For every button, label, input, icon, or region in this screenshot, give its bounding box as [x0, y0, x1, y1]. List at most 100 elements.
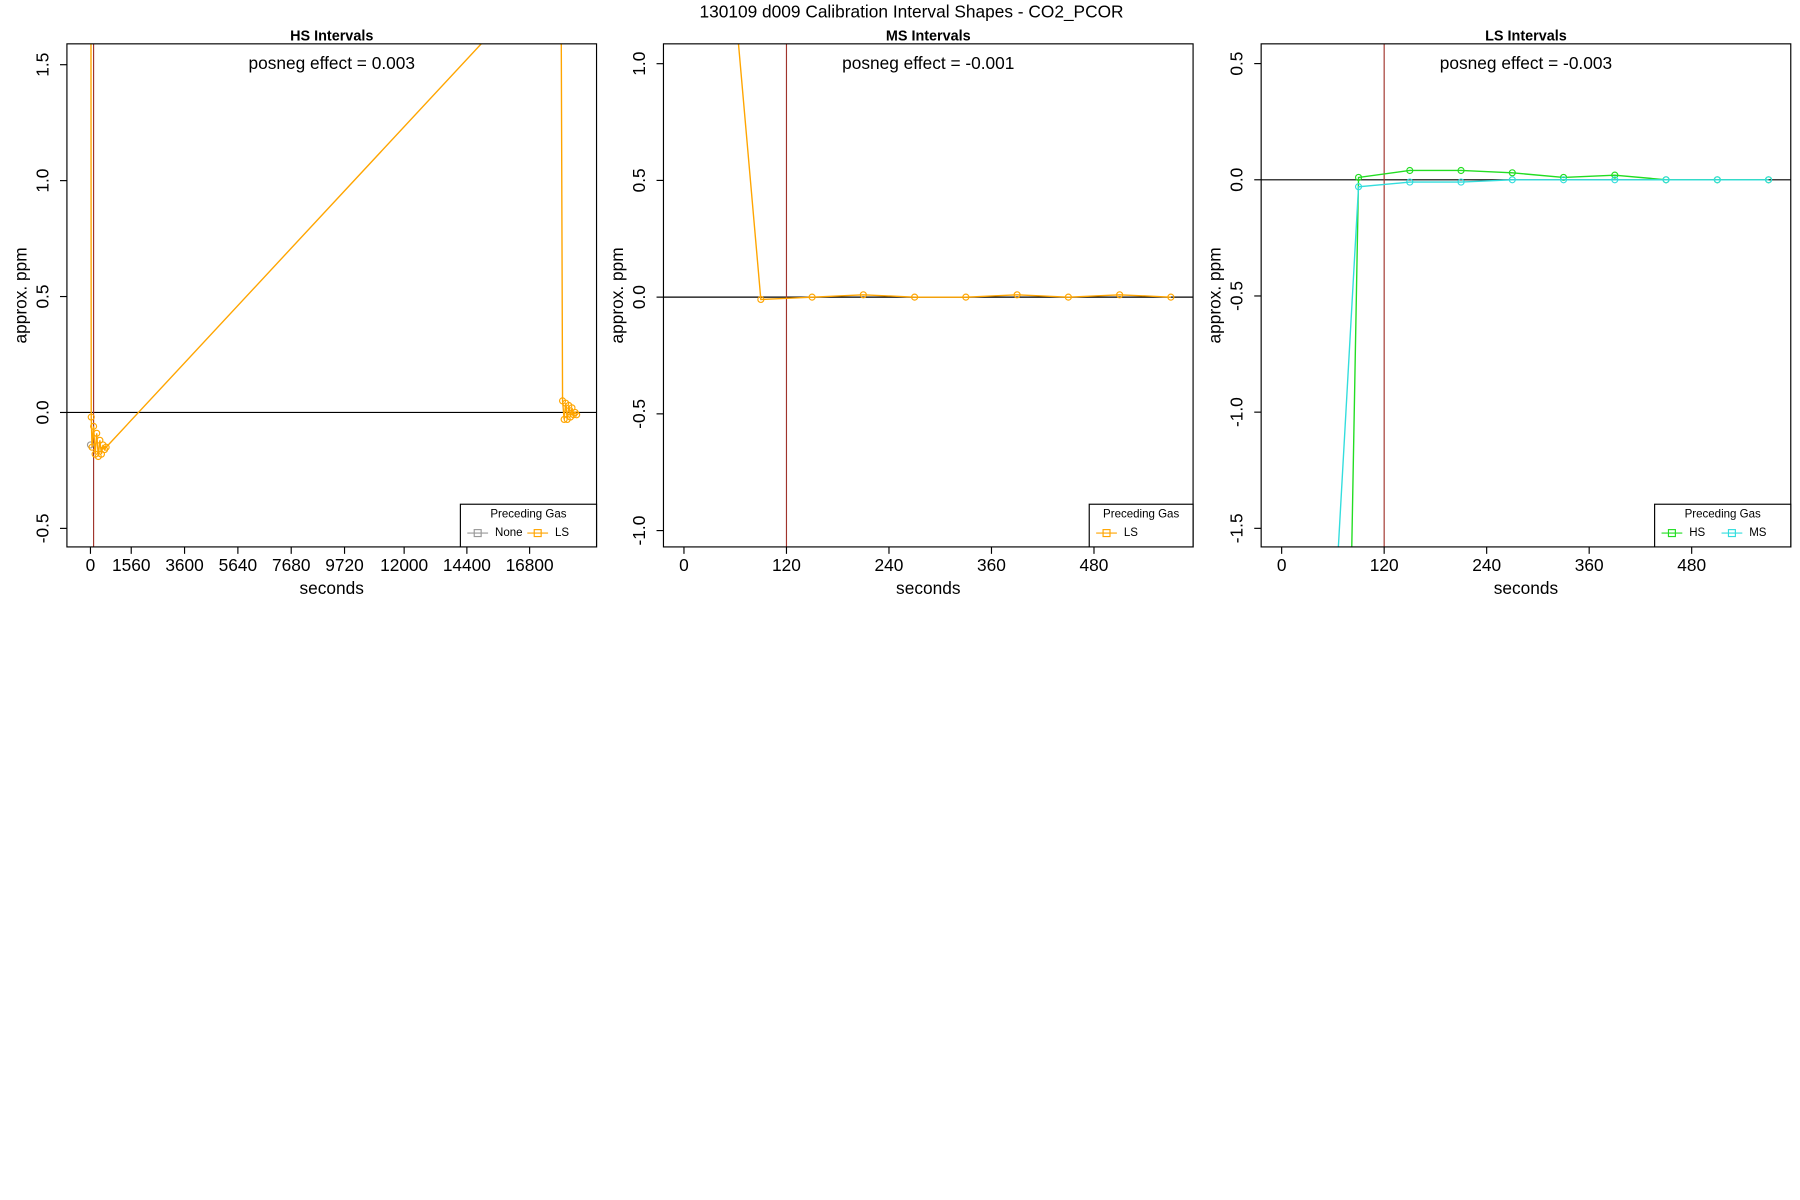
- y-axis-label: approx. ppm: [607, 247, 627, 343]
- y-tick-label: 1.0: [32, 169, 52, 193]
- data-point: [1013, 291, 1021, 299]
- legend-title: Preceding Gas: [1685, 509, 1761, 521]
- data-point: [573, 411, 581, 419]
- data-point: [859, 291, 867, 299]
- y-tick-label: 0.5: [32, 285, 52, 309]
- y-tick-label: 0.0: [32, 400, 52, 424]
- y-tick-label: -0.5: [629, 399, 649, 429]
- x-tick-label: 0: [679, 555, 689, 575]
- x-tick-label: 480: [1080, 555, 1109, 575]
- panel-title: LS Intervals: [1485, 29, 1567, 45]
- y-tick-label: 0.0: [1227, 168, 1247, 192]
- y-tick-label: 0.5: [629, 168, 649, 192]
- x-tick-label: 7680: [272, 555, 310, 575]
- data-point: [1611, 176, 1619, 184]
- y-tick-label: -0.5: [1227, 281, 1247, 311]
- legend-label: MS: [1749, 527, 1767, 539]
- x-tick-label: 12000: [380, 555, 428, 575]
- data-point: [1330, 642, 1336, 648]
- legend-box: [1088, 503, 1194, 548]
- panel: HS Intervals posneg effect = 0.003 seconds…: [10, 29, 598, 598]
- legend-marker: [533, 529, 542, 538]
- data-point: [1354, 183, 1363, 191]
- x-axis-label: seconds: [300, 578, 365, 598]
- data-point: [1064, 293, 1072, 301]
- y-tick-label: 1.5: [32, 53, 52, 77]
- legend-label: LS: [555, 527, 569, 539]
- data-point: [1508, 176, 1516, 184]
- legend-label: HS: [1689, 527, 1705, 539]
- data-point: [1508, 169, 1516, 177]
- legend-box: [1654, 503, 1792, 548]
- x-tick-label: 360: [977, 555, 1006, 575]
- data-point: [1713, 176, 1721, 184]
- x-tick-label: 9720: [325, 555, 363, 575]
- plot-area: [1261, 43, 1791, 648]
- plot-area: [66, 43, 597, 547]
- series-line: [1337, 179, 1769, 547]
- legend: Preceding Gas LS: [1088, 503, 1194, 548]
- data-point: [1559, 176, 1568, 184]
- plot-frame: [662, 43, 1194, 548]
- data-point: [102, 443, 110, 451]
- legend-box: [459, 503, 598, 548]
- x-tick-label: 1560: [112, 555, 150, 575]
- legend-label: None: [495, 527, 523, 539]
- data-point: [1167, 293, 1175, 301]
- x-tick-label: 14400: [443, 555, 491, 575]
- data-point: [88, 443, 96, 451]
- x-tick-label: 5640: [219, 555, 257, 575]
- legend-title: Preceding Gas: [490, 509, 566, 521]
- panel: MS Intervals posneg effect = -0.001 second…: [607, 29, 1194, 598]
- y-tick-label: 1.0: [629, 52, 649, 76]
- y-tick-label: 0.0: [629, 285, 649, 309]
- y-tick-label: -1.0: [1227, 397, 1247, 427]
- panel-title: HS Intervals: [290, 29, 373, 45]
- annotation: posneg effect = 0.003: [248, 53, 415, 73]
- plot-area: [663, 43, 1194, 547]
- legend-marker: [473, 529, 482, 538]
- data-point: [90, 422, 98, 430]
- data-point: [757, 295, 765, 304]
- x-axis-label: seconds: [896, 578, 961, 598]
- figure-title: 130109 d009 Calibration Interval Shapes …: [700, 1, 1124, 21]
- legend: Preceding Gas None LS: [459, 503, 598, 548]
- data-point: [962, 293, 970, 301]
- data-point: [1457, 178, 1465, 186]
- data-point: [1457, 166, 1465, 175]
- y-tick-label: 0.5: [1227, 52, 1247, 76]
- x-tick-label: 360: [1575, 555, 1604, 575]
- plot-frame: [66, 43, 598, 548]
- data-point: [1406, 166, 1414, 175]
- legend-marker: [1102, 529, 1111, 538]
- panel: LS Intervals posneg effect = -0.003 second…: [1205, 29, 1792, 648]
- data-point: [87, 413, 95, 421]
- x-tick-label: 120: [772, 555, 801, 575]
- data-point: [1611, 171, 1619, 179]
- data-point: [1354, 173, 1363, 182]
- annotation: posneg effect = -0.001: [842, 53, 1014, 73]
- legend-marker: [1727, 529, 1736, 538]
- y-axis-label: approx. ppm: [1205, 247, 1225, 343]
- annotation: posneg effect = -0.003: [1440, 53, 1612, 73]
- x-tick-label: 0: [86, 555, 96, 575]
- data-point: [1347, 642, 1353, 648]
- y-axis-label: approx. ppm: [10, 247, 30, 343]
- data-point: [1406, 178, 1414, 186]
- x-axis-label: seconds: [1494, 578, 1559, 598]
- panel-title: MS Intervals: [886, 29, 971, 45]
- data-point: [1662, 176, 1670, 184]
- data-point: [560, 415, 568, 423]
- legend-marker: [1667, 529, 1676, 538]
- x-tick-label: 16800: [506, 555, 554, 575]
- x-tick-label: 3600: [165, 555, 203, 575]
- data-point: [1116, 291, 1124, 299]
- y-tick-label: -0.5: [32, 513, 52, 543]
- data-point: [808, 293, 816, 301]
- legend-title: Preceding Gas: [1103, 509, 1179, 521]
- x-tick-label: 240: [875, 555, 904, 575]
- data-point: [1764, 176, 1773, 184]
- y-tick-label: -1.5: [1227, 513, 1247, 543]
- plot-frame: [1260, 43, 1792, 548]
